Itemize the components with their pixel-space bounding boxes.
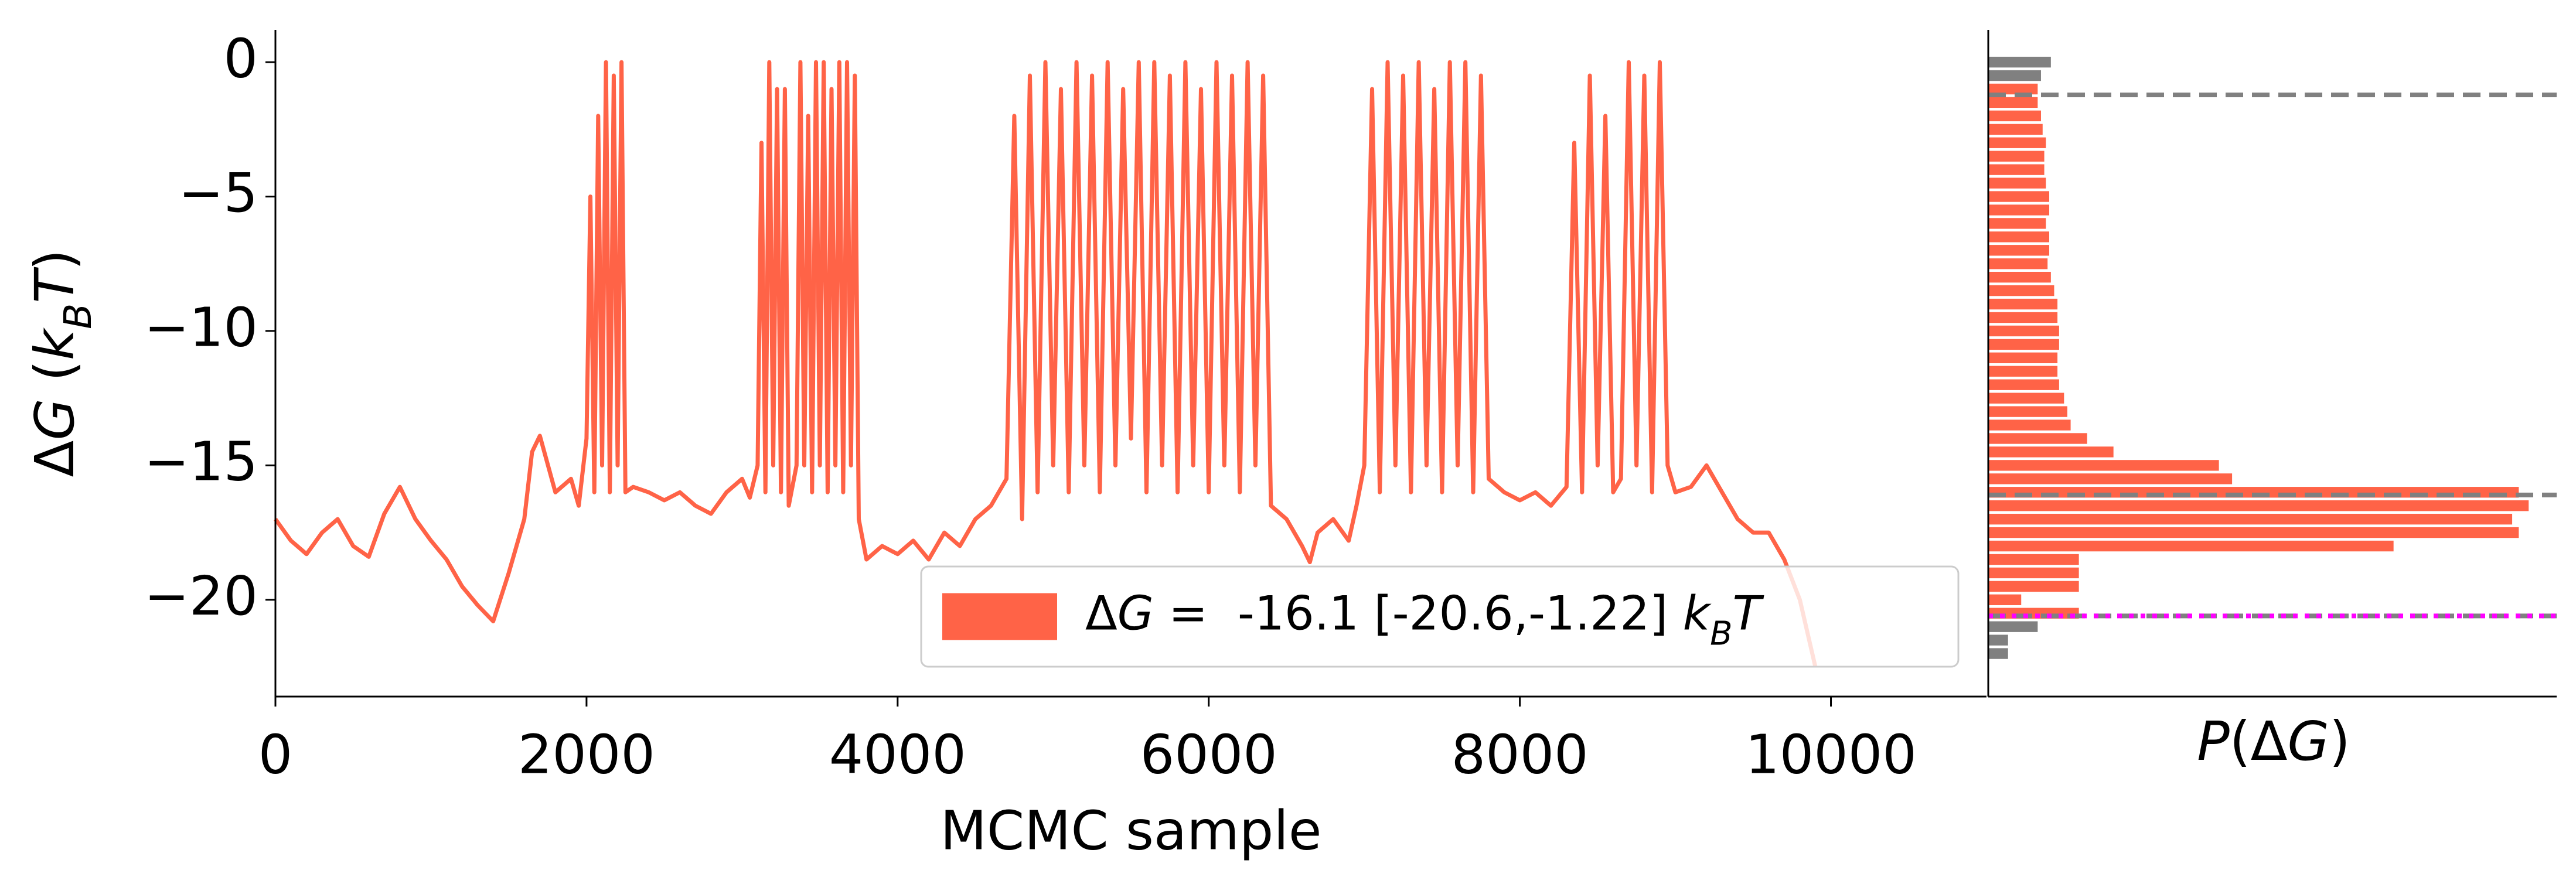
x-tick-label: 10000 (1745, 723, 1917, 786)
y-tick-label: −10 (144, 296, 258, 359)
histogram-bar (1988, 419, 2071, 431)
histogram-bar (1988, 191, 2050, 202)
histogram-bar (1988, 271, 2051, 283)
histogram-bar (1988, 151, 2045, 162)
histogram-bar (1988, 231, 2050, 243)
histogram-bar (1988, 393, 2064, 404)
histogram-bar (1988, 110, 2041, 122)
histogram-bar (1988, 56, 2051, 68)
histogram-bar (1988, 352, 2058, 363)
y-tick-label: −20 (144, 565, 258, 627)
histogram-bar (1988, 137, 2046, 148)
y-tick-label: −15 (144, 431, 258, 493)
histogram-bar (1988, 446, 2114, 458)
histogram-bar (1988, 554, 2079, 565)
histogram-bar (1988, 218, 2046, 229)
histogram-bar (1988, 460, 2219, 471)
y-axis-label: ΔG (kBT) (23, 250, 100, 477)
y-tick-label: −5 (178, 162, 258, 224)
histogram-bar (1988, 540, 2394, 552)
histogram-bar (1988, 83, 2038, 95)
histogram-bar (1988, 258, 2048, 269)
histogram-bar (1988, 500, 2529, 511)
x-axis-label: MCMC sample (941, 799, 1322, 862)
histogram-bar (1988, 285, 2054, 296)
histogram-bar (1988, 648, 2008, 659)
histogram-bar (1988, 433, 2087, 444)
histogram-bar (1988, 298, 2058, 310)
histogram-bar (1988, 70, 2041, 81)
histogram-bar (1988, 379, 2059, 390)
histogram-bar (1988, 312, 2058, 323)
histogram-bar (1988, 621, 2038, 632)
histogram-bar (1988, 339, 2059, 350)
legend-box (920, 565, 1960, 668)
histogram-bar (1988, 473, 2233, 484)
histogram-bar (1988, 124, 2043, 135)
x-tick-label: 4000 (829, 723, 966, 786)
x-tick-label: 0 (258, 723, 293, 786)
y-tick-label: 0 (223, 27, 258, 90)
histogram-bar (1988, 97, 2038, 108)
legend-swatch (942, 593, 1057, 640)
x-tick-label: 8000 (1451, 723, 1589, 786)
histogram-bar (1988, 581, 2079, 592)
trace-line (274, 60, 1818, 668)
legend-label: ΔG = -16.1 [-20.6,-1.22] kBT (1085, 586, 1765, 653)
histogram-bar (1988, 204, 2050, 216)
x-axis-label: P(ΔG) (2197, 710, 2350, 773)
x-tick-label: 6000 (1140, 723, 1277, 786)
histogram-bar (1988, 406, 2067, 417)
histogram-bar (1988, 178, 2046, 189)
histogram-bar (1988, 513, 2513, 525)
histogram-bar (1988, 634, 2008, 646)
histogram-bar (1988, 164, 2045, 175)
histogram-bar (1988, 245, 2050, 256)
histogram-bar (1988, 594, 2022, 605)
histogram-bar (1988, 366, 2058, 377)
histogram-bar (1988, 527, 2519, 538)
x-tick-label: 2000 (518, 723, 655, 786)
histogram-bar (1988, 567, 2079, 579)
histogram-bar (1988, 325, 2059, 337)
